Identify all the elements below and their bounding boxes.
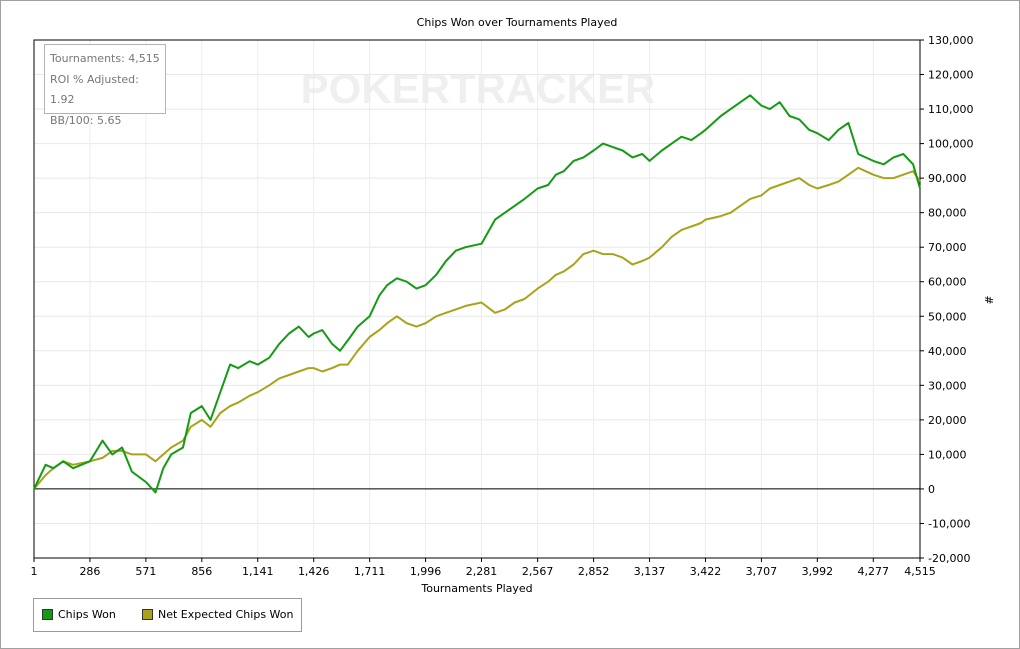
y-tick-label: 90,000 [928,172,967,185]
x-tick-label: 4,277 [858,565,890,578]
series-line-chips-won [33,94,921,494]
legend-label-chips-won: Chips Won [58,608,116,621]
y-tick-label: -20,000 [928,552,970,565]
series-line-net-expected [33,166,921,490]
stat-bb100: BB/100: 5.65 [50,113,122,127]
legend-swatch-chips-won [42,609,53,620]
x-tick-label: 4,515 [904,565,936,578]
y-tick-label: 10,000 [928,448,967,461]
x-tick-label: 1,141 [242,565,274,578]
y-tick-label: 80,000 [928,207,967,220]
x-tick-label: 3,137 [634,565,666,578]
y-tick-label: 60,000 [928,276,967,289]
y-tick-label: 40,000 [928,345,967,358]
grid [34,39,920,559]
stat-tournaments: Tournaments: 4,515 [50,52,160,65]
legend: Chips Won Net Expected Chips Won [33,598,302,632]
legend-label-net-expected: Net Expected Chips Won [158,608,294,621]
poker-tracker-watermark: POKERTRACKER [301,65,656,112]
series-lines [33,94,921,494]
x-tick-label: 2,852 [578,565,610,578]
x-tick-label: 571 [135,565,156,578]
chart-title: Chips Won over Tournaments Played [417,16,618,29]
x-tick-label: 856 [191,565,212,578]
stat-roi: ROI % Adjusted: 1.92 [50,72,139,107]
y-tick-label: 50,000 [928,310,967,323]
y-tick-label: 70,000 [928,241,967,254]
x-tick-label: 286 [79,565,100,578]
x-tick-label: 3,992 [802,565,834,578]
y-tick-label: 120,000 [928,69,974,82]
x-tick-label: 1,426 [298,565,330,578]
x-tick-label: 2,281 [466,565,498,578]
x-axis-label: Tournaments Played [420,582,532,595]
stats-box: Tournaments: 4,515 ROI % Adjusted: 1.92 … [44,44,166,127]
y-tick-label: -10,000 [928,517,970,530]
y-tick-label: 130,000 [928,34,974,47]
y-axis-label: # [982,295,995,304]
legend-swatch-net-expected [142,609,153,620]
y-tick-label: 100,000 [928,138,974,151]
x-tick-label: 1,996 [410,565,442,578]
axes: 130,000120,000110,000100,00090,00080,000… [31,34,974,578]
y-tick-label: 20,000 [928,414,967,427]
legend-item-net-expected[interactable]: Net Expected Chips Won [142,608,293,621]
x-tick-label: 3,422 [690,565,722,578]
x-tick-label: 1,711 [354,565,386,578]
plot-area [33,39,921,559]
legend-item-chips-won[interactable]: Chips Won [42,608,116,621]
y-tick-label: 0 [928,483,935,496]
y-tick-label: 110,000 [928,103,974,116]
x-tick-label: 1 [31,565,38,578]
x-tick-label: 3,707 [746,565,778,578]
x-tick-label: 2,567 [522,565,554,578]
y-tick-label: 30,000 [928,379,967,392]
